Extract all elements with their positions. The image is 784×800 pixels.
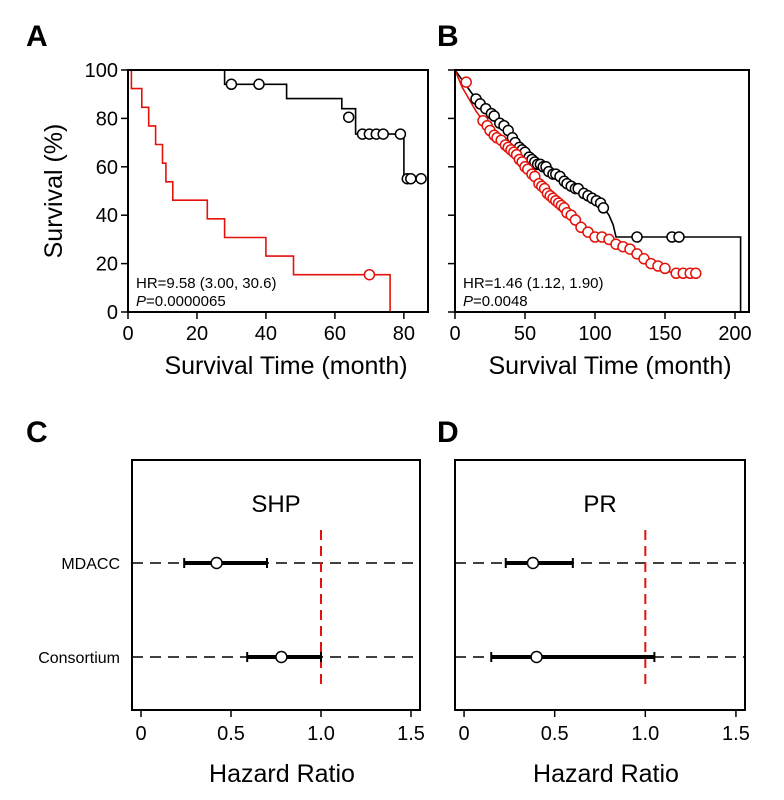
- y-axis-title: Survival (%): [40, 124, 68, 259]
- x-axis-title: Hazard Ratio: [533, 760, 679, 788]
- censor-mark-1-0: [363, 268, 376, 281]
- x-tick-label: 1.5: [722, 723, 750, 745]
- plot-frame: [131, 459, 421, 711]
- p-value-symbol: P: [463, 293, 473, 310]
- survival-curve-1: [454, 69, 702, 275]
- x-tick-label: 20: [186, 323, 208, 345]
- y-tick-label: 60: [96, 157, 118, 179]
- x-tick-label: 150: [648, 323, 681, 345]
- p-value-symbol: P: [136, 293, 146, 310]
- x-axis-title: Survival Time (month): [488, 352, 731, 380]
- y-tick-label: 100: [85, 60, 118, 82]
- x-tick-label: 0.5: [541, 723, 569, 745]
- plot-frame: [127, 69, 429, 313]
- censor-mark-0-34: [597, 202, 610, 214]
- y-tick-label: 20: [96, 254, 118, 276]
- survival-curve-0: [128, 69, 422, 180]
- survival-curve-1: [128, 69, 391, 312]
- censor-mark-0-1: [253, 78, 265, 91]
- panel-letter-b: B: [437, 20, 459, 53]
- point-estimate: [275, 650, 288, 664]
- x-tick-label: 50: [514, 323, 536, 345]
- point-estimate: [530, 650, 543, 664]
- hazard-ratio-annotation: HR=9.58 (3.00, 30.6): [136, 275, 277, 292]
- censor-mark-1-0: [460, 76, 472, 88]
- x-tick-label: 1.5: [397, 723, 425, 745]
- hazard-ratio-annotation: HR=1.46 (1.12, 1.90): [463, 275, 604, 292]
- censor-mark-0-2: [342, 111, 355, 123]
- x-tick-label: 80: [393, 323, 415, 345]
- panel-b-survival-plot: B 0 50 100 150 200 Survival Time (month) HR=1.4…: [437, 20, 752, 380]
- x-tick-label: 0: [449, 323, 460, 345]
- panel-title: PR: [583, 491, 616, 518]
- censor-mark-0-35: [631, 231, 643, 243]
- panel-letter-d: D: [437, 416, 459, 449]
- p-value-number: =0.0048: [473, 293, 528, 310]
- x-axis-title: Hazard Ratio: [209, 760, 355, 788]
- p-value-number: =0.0000065: [146, 293, 226, 310]
- y-tick-label: 0: [107, 302, 118, 324]
- censor-mark-1-43: [659, 262, 671, 275]
- y-tick-label: 40: [96, 205, 118, 227]
- p-value-annotation: P=0.0000065: [136, 293, 226, 310]
- censor-mark-1-47: [690, 267, 702, 280]
- plot-frame: [454, 459, 746, 711]
- censor-mark-0-7: [394, 128, 407, 140]
- x-axis-title: Survival Time (month): [164, 352, 407, 380]
- x-tick-label: 0: [459, 723, 470, 745]
- point-estimate: [526, 556, 540, 570]
- x-tick-label: 100: [578, 323, 611, 345]
- panel-title: SHP: [251, 491, 300, 518]
- row-label: Consortium: [38, 650, 120, 667]
- x-tick-label: 0: [122, 323, 133, 345]
- censor-mark-0-6: [377, 128, 389, 140]
- x-tick-label: 0.5: [217, 723, 245, 745]
- row-label: MDACC: [61, 556, 120, 573]
- panel-letter-a: A: [26, 20, 48, 53]
- p-value-annotation: P=0.0048: [463, 293, 528, 310]
- censor-mark-0-10: [415, 172, 427, 185]
- censor-mark-0-9: [405, 172, 417, 185]
- censor-mark-0-37: [673, 231, 685, 243]
- panel-letter-c: C: [26, 416, 48, 449]
- x-tick-label: 1.0: [307, 723, 335, 745]
- x-tick-label: 1.0: [631, 723, 659, 745]
- point-estimate: [210, 556, 223, 570]
- censor-mark-0-0: [225, 78, 238, 91]
- panel-c-forest-plot: C SHP MDACC Consortium 0 0.5 1.0 1.5 Hazard Rati…: [26, 416, 425, 788]
- panel-d-forest-plot: D PR 0 0.5 1.0 1.5 Hazard Ratio: [437, 416, 750, 788]
- x-tick-label: 200: [718, 323, 751, 345]
- x-tick-label: 60: [324, 323, 346, 345]
- y-tick-label: 80: [96, 108, 118, 130]
- plot-frame: [454, 69, 750, 313]
- x-tick-label: 0: [135, 723, 146, 745]
- panel-a-survival-plot: A 0 20 40 60 80 100 0 20 40 60 80 Survival Time (mon…: [26, 20, 429, 380]
- x-tick-label: 40: [255, 323, 277, 345]
